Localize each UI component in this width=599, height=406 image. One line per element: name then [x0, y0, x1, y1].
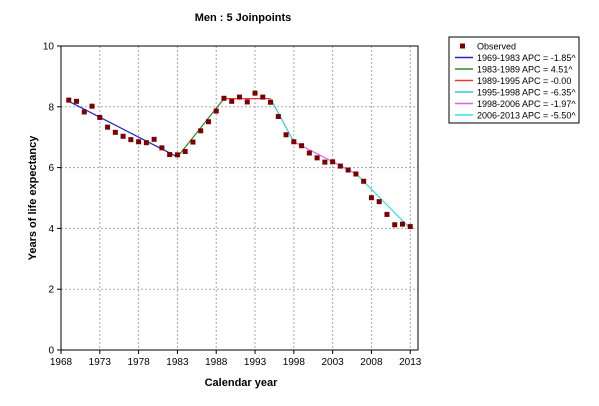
observed-point [190, 139, 196, 145]
observed-point [283, 132, 289, 138]
legend-marker-observed [460, 43, 465, 49]
observed-point [275, 114, 281, 120]
observed-point [384, 211, 390, 217]
x-tick-label: 1968 [50, 357, 73, 368]
x-tick-label: 1973 [89, 357, 112, 368]
y-tick-label: 8 [48, 102, 54, 113]
y-axis: 0 2 4 6 8 10 [43, 42, 61, 357]
observed-point [399, 221, 405, 227]
observed-point [213, 108, 219, 114]
observed-point [89, 103, 95, 109]
observed-point [237, 94, 242, 100]
observed-point [376, 199, 382, 205]
observed-point [229, 98, 235, 104]
chart-title: Men : 5 Joinpoints [195, 12, 292, 24]
legend-label: Observed [477, 42, 516, 52]
x-tick-label: 2003 [322, 357, 345, 368]
trend-segment [293, 141, 357, 175]
observed-point [159, 145, 165, 151]
x-tick-label: 2008 [360, 357, 383, 368]
observed-point [361, 178, 367, 184]
observed-point [105, 124, 111, 130]
y-tick-label: 4 [48, 224, 54, 235]
observed-point [97, 114, 103, 120]
trend-segment [68, 100, 178, 158]
observed-point [143, 140, 149, 146]
x-tick-label: 2013 [399, 357, 422, 368]
observed-point [260, 94, 266, 100]
observed-point [268, 99, 274, 105]
legend-label: 1983-1989 APC = 4.51^ [477, 65, 573, 75]
x-tick-label: 1988 [205, 357, 228, 368]
y-tick-label: 10 [43, 42, 55, 53]
x-tick-label: 1993 [244, 357, 267, 368]
observed-point [244, 99, 250, 105]
x-tick-label: 1983 [166, 357, 189, 368]
observed-point [314, 155, 320, 161]
observed-point [330, 159, 336, 165]
trend-segment [270, 98, 295, 143]
legend-label: 1989-1995 APC = -0.00 [477, 76, 571, 86]
observed-point [205, 119, 211, 125]
legend-label: 1969-1983 APC = -1.85^ [477, 53, 576, 63]
observed-point [174, 152, 180, 158]
observed-point [120, 133, 126, 139]
observed-point [81, 109, 87, 115]
observed-point [353, 171, 359, 177]
observed-point [322, 159, 328, 165]
observed-point [306, 150, 312, 156]
observed-point [151, 136, 157, 142]
observed-point [337, 163, 343, 169]
y-tick-label: 2 [48, 285, 54, 296]
observed-point [252, 90, 258, 96]
observed-point [345, 167, 351, 173]
observed-point [368, 195, 374, 201]
legend-label: 1998-2006 APC = -1.97^ [477, 99, 576, 109]
observed-point [291, 139, 297, 145]
y-axis-label: Years of life expectancy [27, 135, 39, 261]
x-axis-label: Calendar year [205, 377, 278, 389]
observed-point [128, 137, 134, 143]
x-axis: 1968 1973 1978 1983 1988 1993 1998 2003 2008 2013 [50, 350, 422, 368]
plot-frame [60, 45, 419, 351]
y-tick-label: 6 [48, 163, 54, 174]
grid-lines [60, 45, 418, 351]
observed-point [182, 148, 188, 154]
observed-point [66, 97, 72, 103]
trend-lines [68, 97, 411, 229]
observed-point [167, 152, 173, 158]
observed-point [392, 222, 398, 228]
observed-point [74, 98, 80, 104]
observed-point [221, 95, 227, 101]
trend-segment [176, 98, 225, 158]
x-tick-label: 1998 [283, 357, 306, 368]
legend-label: 1995-1998 APC = -6.35^ [477, 88, 576, 98]
observed-point [407, 224, 413, 230]
legend-label: 2006-2013 APC = -5.50^ [477, 111, 576, 121]
observed-point [136, 139, 142, 145]
observed-point [198, 128, 204, 134]
observed-points [66, 90, 413, 230]
x-tick-label: 1978 [127, 357, 150, 368]
observed-point [299, 143, 305, 149]
observed-point [112, 129, 118, 135]
y-tick-label: 0 [48, 346, 54, 357]
